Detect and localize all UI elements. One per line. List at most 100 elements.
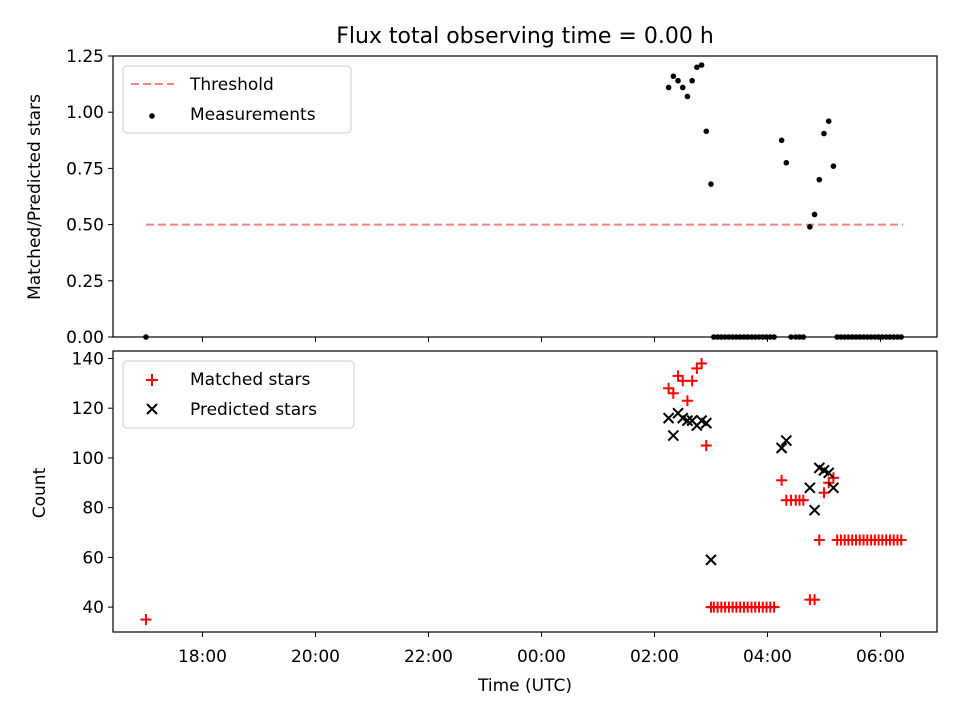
measurement-point [783, 159, 790, 166]
bottom-y-tick-label: 40 [82, 598, 104, 618]
top-y-tick-label: 1.00 [66, 103, 104, 123]
matched-star-point [700, 439, 712, 451]
measurement-point [778, 137, 785, 144]
x-tick-label: 02:00 [630, 647, 679, 667]
matched-star-point [895, 534, 907, 546]
measurement-point [708, 181, 714, 187]
predicted-x-b [813, 462, 825, 474]
matched-star-point [691, 362, 703, 374]
legend-predicted-label: Predicted stars [190, 400, 317, 420]
matched-star-point [681, 395, 693, 407]
bottom-legend-box [122, 360, 355, 429]
measurement-point [811, 211, 818, 218]
top-legend: Threshold Measurements [122, 65, 352, 134]
bottom-y-ticks: 40 60 80 100 120 140 [72, 349, 113, 618]
legend-matched-label: Matched stars [190, 370, 310, 390]
measurement-point [821, 130, 827, 137]
legend-predicted-swatch [146, 403, 158, 415]
bottom-x-ticks: 18:00 20:00 22:00 00:00 02:00 04:00 06:00 [178, 632, 905, 667]
measurement-point [694, 64, 700, 71]
predicted-star-point [662, 412, 675, 424]
predicted-x-b [780, 434, 793, 447]
top-y-tick-label: 0.00 [66, 328, 104, 348]
bottom-panel: Count 40 60 80 100 120 140 18:00 20:00 22:00 00:… [30, 349, 938, 696]
x-tick-label: 20:00 [291, 647, 340, 667]
predicted-x-b [662, 412, 675, 424]
bottom-y-tick-label: 60 [82, 548, 104, 568]
predicted-x-b [808, 504, 821, 516]
measurement-point [684, 93, 691, 100]
measurement-point [703, 128, 710, 135]
matched-star-point [818, 487, 830, 499]
legend-matched-swatch [146, 374, 158, 386]
predicted-star-point [822, 467, 835, 479]
predicted-x-b [822, 467, 835, 479]
legend-threshold-label: Threshold [189, 75, 274, 95]
bottom-points [140, 357, 907, 626]
predicted-x-b [681, 414, 694, 427]
top-y-tick-label: 0.50 [66, 216, 104, 236]
matched-star-point [667, 387, 679, 399]
matched-star-point [696, 357, 708, 369]
predicted-star-point [827, 482, 840, 494]
x-axis-label: Time (UTC) [477, 676, 572, 696]
predicted-star-point [804, 482, 816, 494]
bottom-y-tick-label: 100 [72, 449, 104, 469]
predicted-x-b [700, 417, 712, 429]
predicted-star-point [667, 429, 680, 442]
matched-star-point [776, 474, 788, 486]
predicted-star-point [808, 504, 821, 516]
x-tick-label: 22:00 [404, 647, 453, 667]
matched-star-point [140, 614, 152, 626]
measurement-point [670, 73, 677, 80]
x-tick-label: 18:00 [178, 647, 227, 667]
top-y-ticks: 0.00 0.25 0.50 0.75 1.00 1.25 [66, 47, 113, 348]
top-y-axis-label: Matched/Predicted stars [25, 94, 45, 300]
matched-star-point [809, 594, 821, 606]
predicted-x-b [818, 464, 830, 477]
x-tick-label: 04:00 [743, 647, 792, 667]
legend-measurements-swatch [149, 113, 155, 119]
bottom-y-tick-label: 80 [82, 499, 104, 519]
matched-star-point [672, 370, 684, 382]
matched-star-point [677, 375, 689, 387]
matched-star-point [686, 375, 698, 387]
measurement-point [825, 118, 832, 124]
top-x-ticks [201, 337, 881, 342]
measurement-point [816, 176, 823, 183]
top-panel: Matched/Predicted stars 0.00 0.25 0.50 0.75… [25, 47, 938, 348]
matched-star-point [813, 534, 825, 546]
x-tick-label: 06:00 [856, 647, 905, 667]
predicted-x-b [804, 482, 816, 494]
predicted-x-b [695, 414, 708, 427]
predicted-x-b [775, 442, 788, 454]
predicted-x-b [667, 429, 680, 442]
predicted-star-point [775, 442, 788, 454]
bottom-y-axis-label: Count [30, 467, 50, 518]
x-tick-label: 00:00 [517, 647, 566, 667]
predicted-x-b [677, 412, 689, 424]
measurement-point [679, 84, 686, 91]
bottom-legend: Matched stars Predicted stars [122, 360, 355, 429]
predicted-star-point [681, 414, 694, 427]
measurement-point [698, 62, 705, 68]
matched-star-point [797, 494, 809, 506]
bottom-y-tick-label: 140 [72, 349, 104, 369]
top-plot-frame [112, 55, 938, 338]
predicted-star-point [700, 417, 712, 429]
predicted-star-point [780, 434, 793, 447]
predicted-x-b [827, 482, 840, 494]
measurement-point [689, 77, 695, 84]
top-y-tick-label: 0.75 [66, 159, 104, 179]
top-legend-box [122, 65, 352, 134]
top-y-tick-label: 1.25 [66, 47, 104, 67]
measurement-point [665, 84, 672, 91]
measurement-point [807, 224, 813, 230]
top-y-tick-label: 0.25 [66, 272, 104, 292]
bottom-y-tick-label: 120 [72, 399, 104, 419]
legend-measurements-label: Measurements [190, 105, 316, 125]
chart-title: Flux total observing time = 0.00 h [336, 24, 714, 49]
bottom-plot-frame [112, 350, 938, 633]
matched-star-point [768, 601, 780, 613]
